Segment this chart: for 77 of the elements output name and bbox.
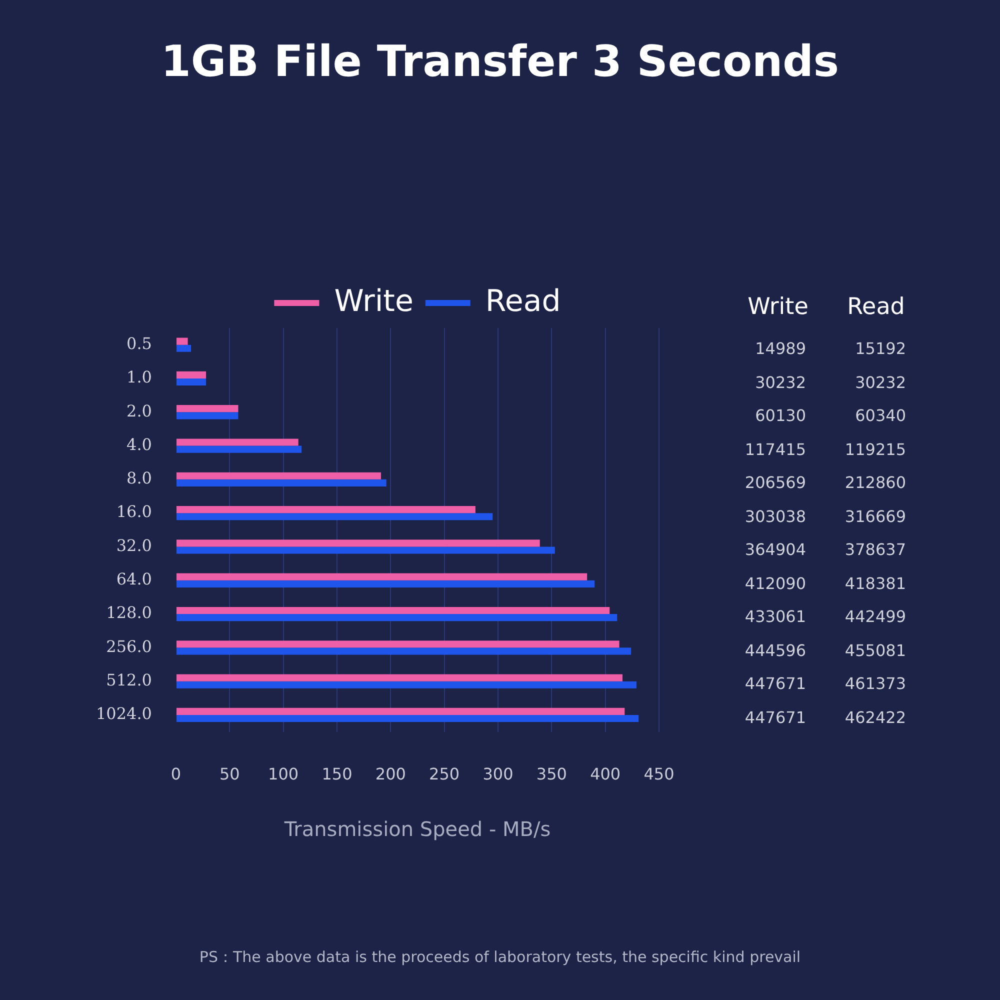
bar (176, 606, 610, 614)
bar (176, 540, 540, 547)
x-tick-label: 250 (429, 764, 460, 784)
text: 60130 (754, 406, 807, 426)
text: 303038 (744, 506, 807, 526)
text: PS：The above data is the proceeds of laboratory tests, the specific kind prevail (198, 947, 802, 968)
bar (176, 344, 192, 352)
bar (176, 479, 386, 486)
bar (176, 640, 620, 648)
text: 442499 (844, 607, 907, 626)
text: 462422 (844, 708, 907, 727)
y-tick-label: 1.0 (126, 368, 152, 387)
legend-label: Read (485, 284, 561, 319)
x-tick-label: 150 (322, 764, 352, 784)
text: 444596 (744, 640, 807, 660)
text: Read (846, 294, 906, 320)
y-tick-label: 32.0 (116, 536, 152, 555)
text: 418381 (844, 574, 907, 593)
y-tick-label: 64.0 (116, 570, 152, 589)
y-tick-label: 16.0 (116, 502, 152, 522)
text: 447671 (744, 708, 807, 727)
y-tick-label: 4.0 (126, 434, 152, 454)
legend-label: Write (334, 284, 414, 319)
x-tick-label: 200 (375, 764, 406, 784)
bar (176, 708, 625, 715)
bar (176, 438, 298, 446)
text: 455081 (844, 640, 907, 660)
y-tick-label: 2.0 (126, 401, 152, 420)
bar (176, 513, 493, 520)
text: 60340 (854, 406, 907, 426)
bar (176, 472, 381, 480)
text: 364904 (744, 540, 807, 560)
text: 412090 (744, 574, 807, 593)
bar (176, 378, 206, 386)
bar (176, 674, 623, 682)
bar (176, 648, 632, 655)
text: 14989 (754, 339, 807, 358)
bar (176, 714, 639, 722)
text: Write (746, 294, 810, 320)
text: 433061 (744, 607, 807, 626)
text: 316669 (844, 506, 907, 526)
text: 461373 (844, 674, 907, 694)
y-tick-label: 128.0 (106, 603, 152, 622)
bar (176, 371, 206, 378)
text: 378637 (844, 540, 907, 560)
y-tick-label: 0.5 (126, 334, 152, 353)
x-tick-label: 350 (536, 764, 567, 784)
text: 119215 (844, 440, 907, 459)
text: 30232 (854, 372, 907, 392)
text: 15192 (854, 339, 907, 358)
x-axis-title: Transmission Speed - MB/s (283, 817, 551, 842)
x-tick-label: 0 (170, 764, 182, 784)
y-tick-label: 256.0 (106, 636, 152, 656)
bar (176, 338, 188, 345)
bar (176, 446, 302, 453)
x-tick-label: 450 (644, 764, 674, 784)
chart-title: 1GB File Transfer 3 Seconds (160, 36, 840, 89)
bar (176, 546, 555, 554)
x-tick-label: 300 (482, 764, 514, 784)
text: 212860 (844, 473, 907, 492)
bar (176, 681, 636, 688)
x-tick-label: 400 (590, 764, 621, 784)
text: 117415 (744, 440, 807, 459)
bar (176, 412, 238, 420)
bar (176, 405, 238, 412)
x-tick-label: 100 (268, 764, 299, 784)
text: 30232 (754, 372, 807, 392)
bar (176, 614, 618, 622)
bar (176, 573, 588, 580)
y-tick-label: 1024.0 (96, 704, 152, 724)
bar (176, 506, 476, 514)
y-tick-label: 8.0 (126, 468, 152, 488)
text: 206569 (744, 473, 807, 492)
text: 447671 (744, 674, 807, 694)
y-tick-label: 512.0 (106, 670, 152, 690)
x-tick-label: 50 (219, 764, 240, 784)
bar (176, 580, 595, 588)
